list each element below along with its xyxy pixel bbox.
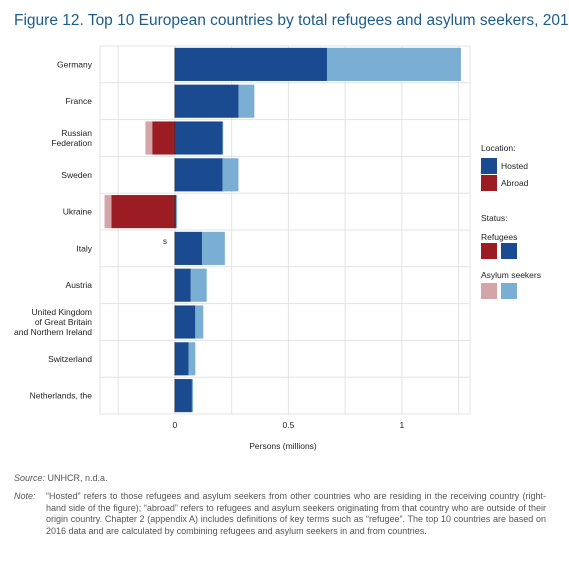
category-label: Russian Federation [51,128,92,148]
legend-refugees-label: Refugees [481,232,517,242]
legend-refugees-hosted-swatch [501,243,517,259]
x-tick-label: 0 [173,420,178,430]
bar-hosted-asylum [222,121,224,155]
bar-hosted-refugees [174,342,189,376]
legend-abroad-label: Abroad [501,178,529,188]
note-text: “Hosted” refers to those refugees and as… [46,491,546,536]
legend-hosted-label: Hosted [501,161,528,171]
category-label: Switzerland [48,354,92,364]
legend: Location: Hosted Abroad Status: Refugees… [481,143,541,299]
legend-asylum-hosted-swatch [501,283,517,299]
bar-hosted-refugees [174,231,203,265]
category-label: Sweden [61,170,92,180]
bar-hosted-refugees [174,84,239,118]
bar-hosted-asylum [176,195,178,229]
note-label: Note: [14,491,36,501]
bar-hosted-refugees [174,121,223,155]
x-tick-label: 1 [400,420,405,430]
bar-hosted-asylum [190,268,207,302]
legend-asylum-abroad-swatch [481,283,497,299]
category-label: Ukraine [63,207,93,217]
bar-hosted-refugees [174,195,177,229]
legend-abroad-swatch [481,175,497,191]
source-line: Source: UNHCR, n.d.a. [14,473,108,483]
x-tick-label: 0.5 [282,420,294,430]
category-label: France [66,96,93,106]
gridlines [99,45,471,415]
source-text: UNHCR, n.d.a. [47,473,108,483]
bar-hosted-asylum [222,158,239,192]
bars [104,47,461,413]
bar-abroad-asylum [104,195,112,229]
legend-refugees-abroad-swatch [481,243,497,259]
bar-hosted-refugees [174,47,327,81]
bar-hosted-refugees [174,379,192,413]
x-axis-label: Persons (millions) [249,441,317,451]
legend-asylum-label: Asylum seekers [481,270,541,280]
legend-location-title: Location: [481,143,516,153]
category-label: Italy [76,243,92,253]
chart-title: Figure 12. Top 10 European countries by … [14,12,569,29]
category-labels: Germany France Russian Federation Sweden Ukra… [14,59,93,400]
category-label: Germany [57,59,93,69]
legend-hosted-swatch [481,158,497,174]
bar-abroad-refugees [111,195,175,229]
source-label: Source: [14,473,46,483]
bar-hosted-asylum [238,84,255,118]
bar-hosted-asylum [202,231,225,265]
bar-hosted-refugees [174,158,223,192]
bar-hosted-asylum [195,305,204,339]
bar-hosted-refugees [174,305,196,339]
bar-abroad-asylum [145,121,153,155]
category-label: Netherlands, the [30,391,93,401]
bar-hosted-refugees [174,268,191,302]
stray-label: s [163,237,167,246]
bar-hosted-asylum [191,379,194,413]
legend-status-title: Status: [481,213,507,223]
category-label: United Kingdom of Great Britain and Northe… [14,307,92,337]
bar-hosted-asylum [188,342,196,376]
bar-abroad-refugees [152,121,175,155]
category-label: Austria [66,280,93,290]
x-tick-labels: 0 0.5 1 [173,420,405,430]
bar-hosted-asylum [326,47,461,81]
